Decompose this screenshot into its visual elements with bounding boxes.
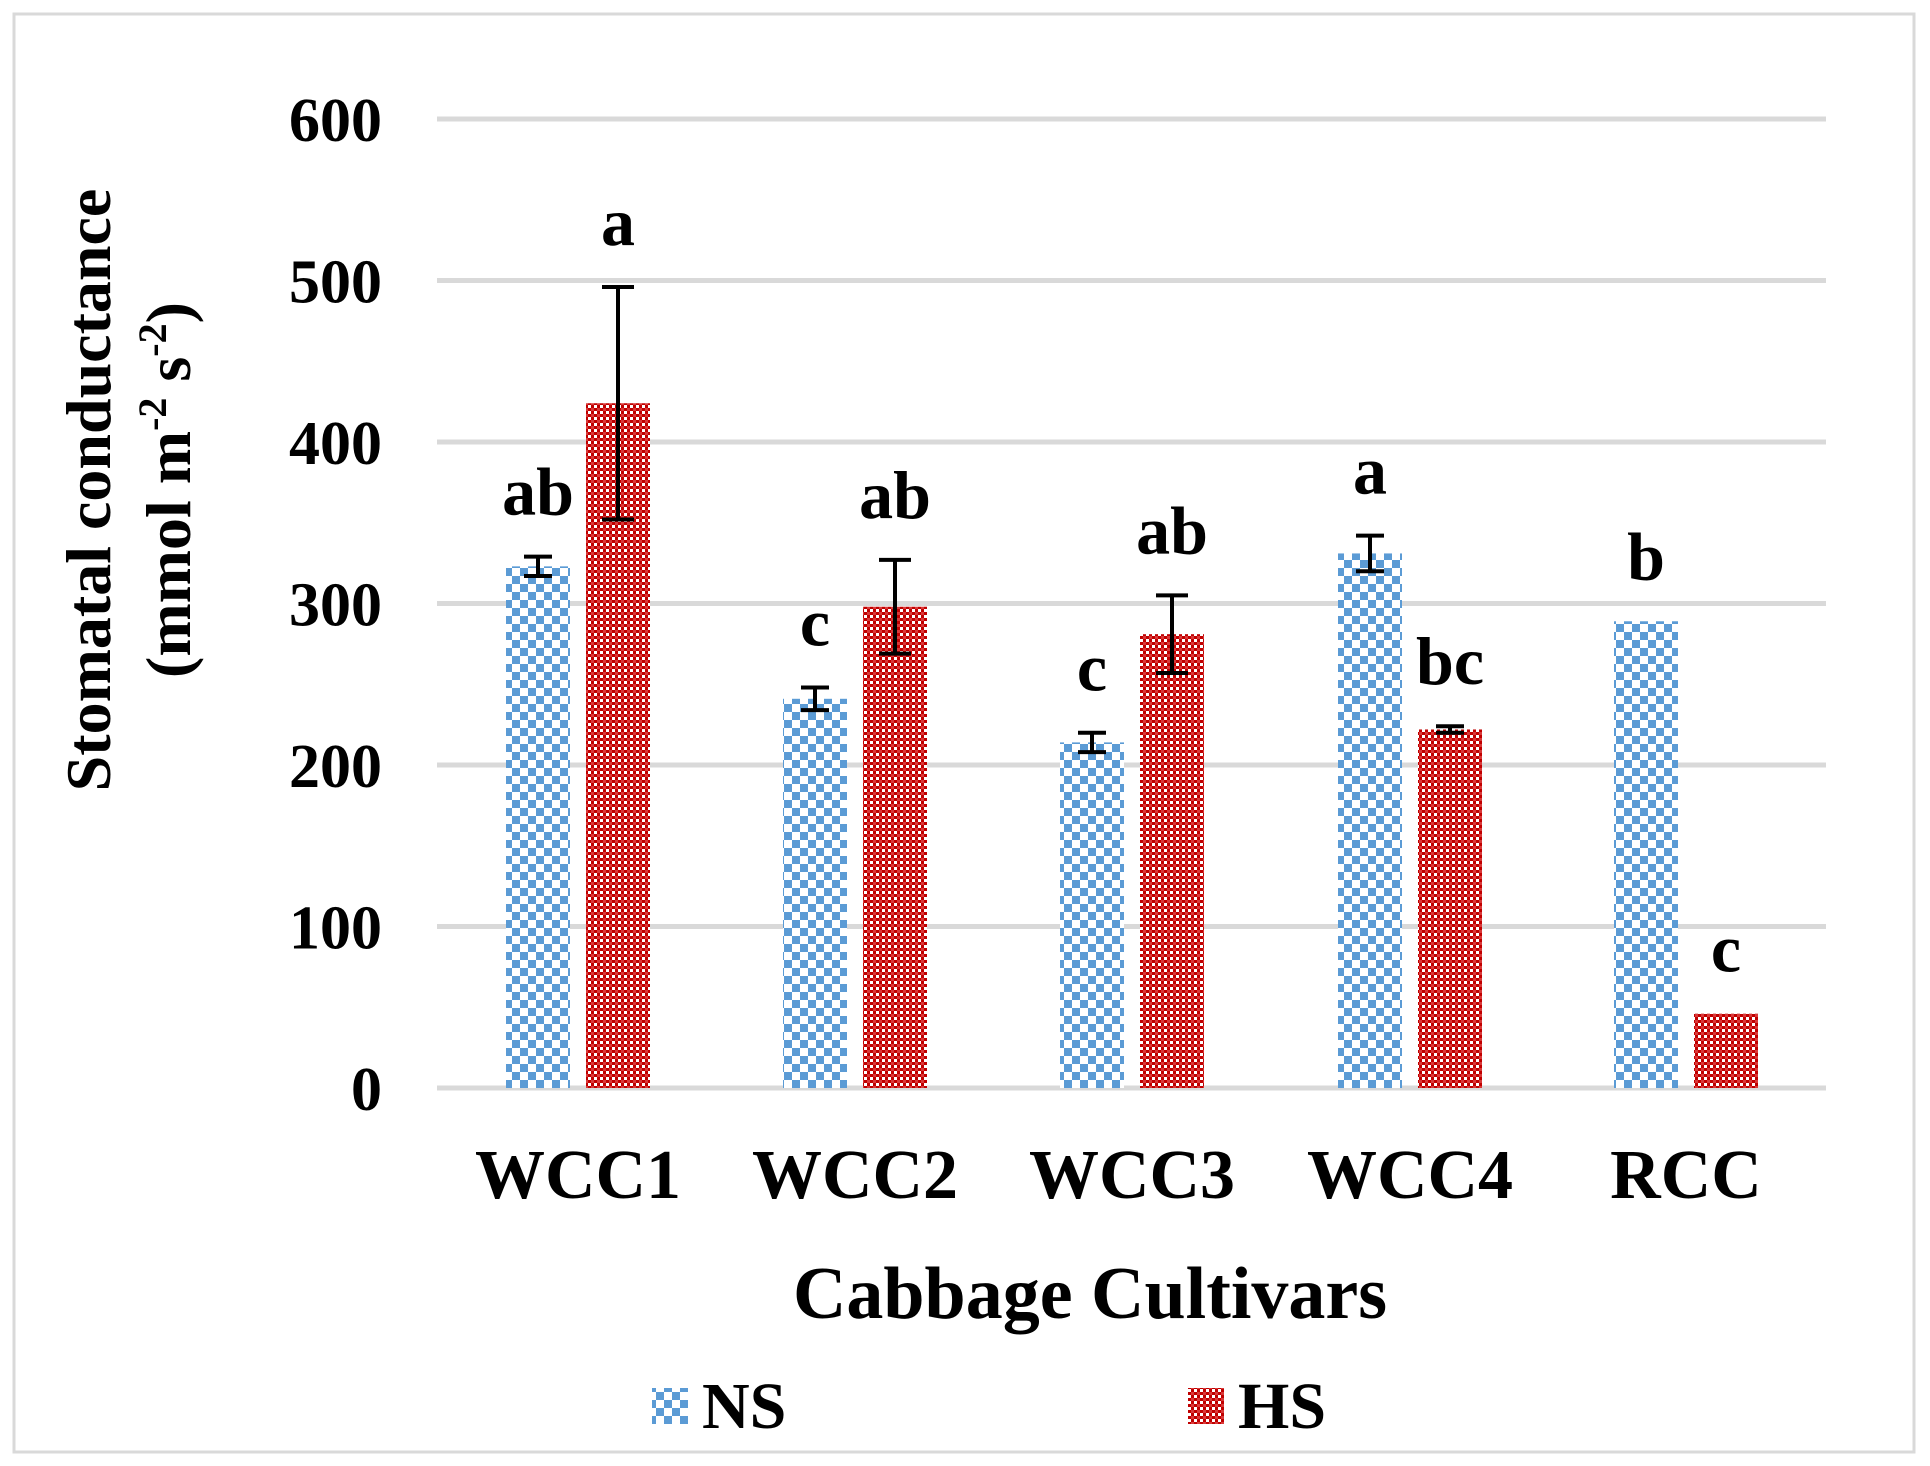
bar-hs-rcc <box>1694 1013 1758 1088</box>
y-tick-label-100: 100 <box>289 895 382 963</box>
y-axis-title-main: Stomatal conductance <box>53 189 124 792</box>
error-bars <box>524 284 1464 755</box>
y-tick-label-0: 0 <box>351 1056 382 1124</box>
bar-ns-wcc2 <box>783 698 847 1088</box>
legend: NS HS <box>652 1370 1326 1443</box>
bar-hs-wcc3 <box>1140 634 1204 1088</box>
y-unit-suffix: ) <box>133 302 204 323</box>
y-unit-exp1: -2 <box>130 398 175 431</box>
bar-ns-wcc4 <box>1338 553 1402 1088</box>
y-unit-exp2: -2 <box>130 323 175 356</box>
sig-letter-ns-wcc3: c <box>1077 630 1107 706</box>
sig-letter-ns-rcc: b <box>1627 518 1665 594</box>
x-tick-label-wcc3: WCC3 <box>1029 1137 1235 1214</box>
sig-letter-ns-wcc4: a <box>1353 433 1387 509</box>
legend-swatch-ns <box>652 1388 688 1424</box>
sig-letter-hs-wcc2: ab <box>859 457 931 533</box>
y-tick-label-300: 300 <box>289 572 382 640</box>
x-tick-label-wcc4: WCC4 <box>1307 1137 1513 1214</box>
y-unit-prefix: (mmol m <box>133 431 204 678</box>
y-axis-unit: (mmol m-2 s-2) <box>130 302 204 678</box>
sig-letter-hs-rcc: c <box>1711 911 1741 987</box>
y-tick-label-200: 200 <box>289 733 382 801</box>
x-tick-label-rcc: RCC <box>1610 1137 1762 1214</box>
sig-letter-hs-wcc4: bc <box>1416 623 1484 699</box>
chart-frame <box>12 12 1916 1454</box>
sig-letter-hs-wcc3: ab <box>1136 492 1208 568</box>
bar-ns-wcc3 <box>1060 742 1124 1088</box>
y-axis-title: Stomatal conductance <box>53 189 124 792</box>
legend-label-hs: HS <box>1238 1370 1326 1443</box>
x-tick-label-wcc2: WCC2 <box>752 1137 958 1214</box>
bar-ns-rcc <box>1614 621 1678 1088</box>
sig-letter-hs-wcc1: a <box>601 184 635 260</box>
x-axis-title: Cabbage Cultivars <box>793 1253 1387 1335</box>
bar-hs-wcc2 <box>863 606 927 1088</box>
y-axis-unit-text: (mmol m-2 s-2) <box>130 302 204 678</box>
y-tick-labels: 0 100 200 300 400 500 600 <box>289 87 382 1124</box>
legend-label-ns: NS <box>702 1370 786 1443</box>
x-tick-labels: WCC1 WCC2 WCC3 WCC4 RCC <box>475 1137 1762 1214</box>
x-tick-label-wcc1: WCC1 <box>475 1137 681 1214</box>
bar-ns-wcc1 <box>506 566 570 1088</box>
sig-letter-ns-wcc2: c <box>800 584 830 660</box>
legend-swatch-hs <box>1188 1388 1224 1424</box>
bar-hs-wcc4 <box>1418 729 1482 1088</box>
sig-letter-ns-wcc1: ab <box>502 454 574 530</box>
gridlines <box>437 116 1826 1091</box>
y-tick-label-600: 600 <box>289 87 382 155</box>
y-unit-mid: s <box>133 357 204 398</box>
y-tick-label-500: 500 <box>289 249 382 317</box>
y-tick-label-400: 400 <box>289 410 382 478</box>
